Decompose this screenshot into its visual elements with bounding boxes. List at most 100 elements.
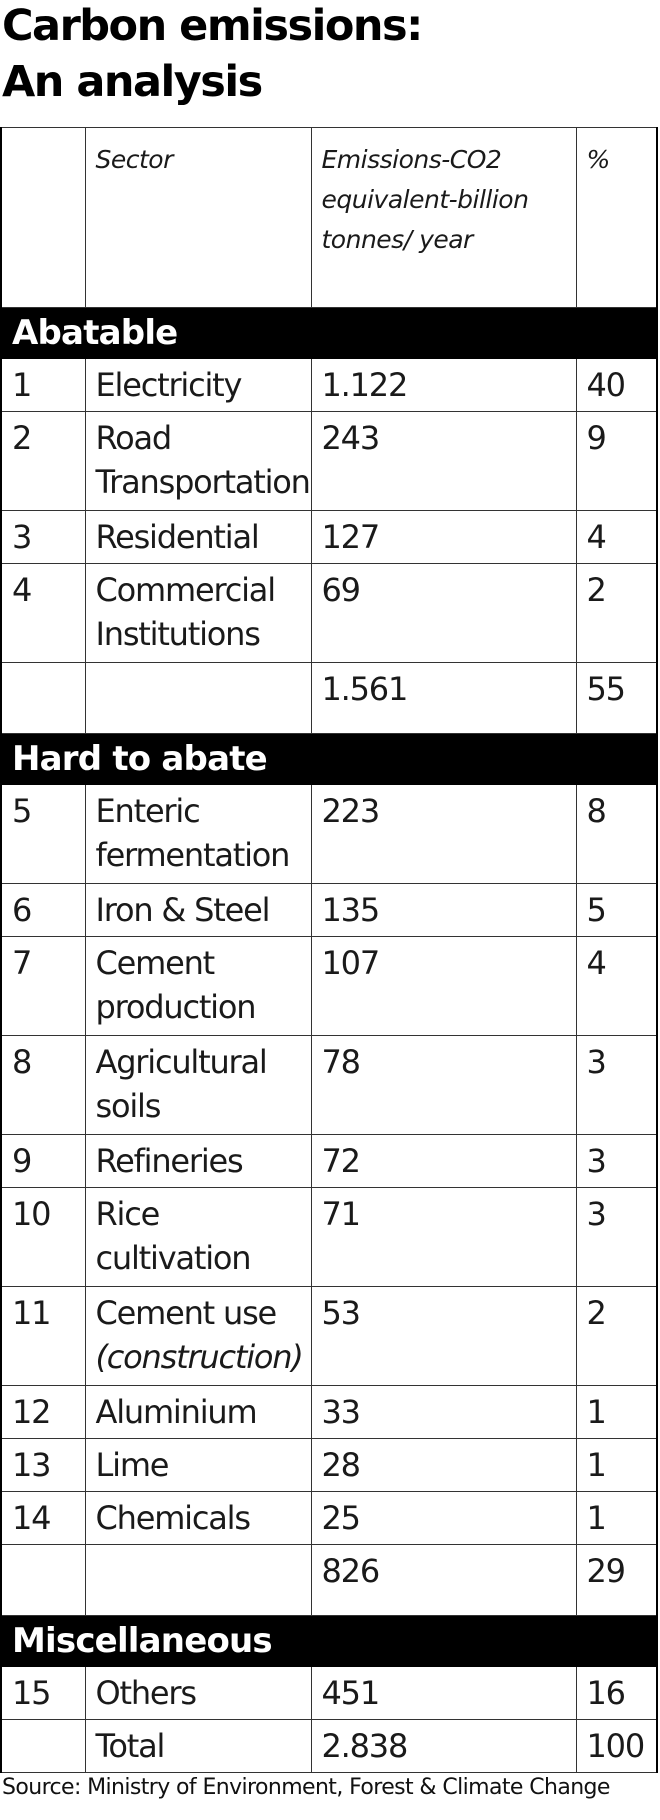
total-emissions: 2.838 — [310, 1719, 577, 1773]
row-pct: 2 — [575, 563, 658, 663]
row-sector: Road Transportation — [84, 411, 312, 511]
total-row: Total 2.838 100 — [0, 1719, 658, 1773]
table-row: 7 Cement production 107 4 — [0, 936, 658, 1036]
row-emissions: 33 — [310, 1385, 577, 1439]
row-pct: 5 — [575, 883, 658, 937]
table-row: 1 Electricity 1.122 40 — [0, 358, 658, 412]
row-emissions: 243 — [310, 411, 577, 511]
row-sector: Cement production — [84, 936, 312, 1036]
row-pct: 1 — [575, 1438, 658, 1492]
row-emissions: 223 — [310, 784, 577, 884]
row-num: 4 — [0, 563, 86, 663]
row-pct: 3 — [575, 1187, 658, 1287]
row-pct: 4 — [575, 936, 658, 1036]
title-line-2: An analysis — [2, 57, 263, 107]
page-title: Carbon emissions: An analysis — [2, 0, 423, 110]
row-pct: 40 — [575, 358, 658, 412]
source-note: Source: Ministry of Environment, Forest … — [2, 1775, 610, 1800]
row-num: 15 — [0, 1666, 86, 1720]
header-num — [0, 127, 86, 308]
row-num: 5 — [0, 784, 86, 884]
row-emissions: 78 — [310, 1035, 577, 1135]
total-pct: 100 — [575, 1719, 658, 1773]
table-row: 6 Iron & Steel 135 5 — [0, 883, 658, 937]
row-emissions: 53 — [310, 1286, 577, 1386]
row-num: 9 — [0, 1134, 86, 1188]
row-emissions: 71 — [310, 1187, 577, 1287]
row-emissions: 451 — [310, 1666, 577, 1720]
row-num: 6 — [0, 883, 86, 937]
row-pct: 1 — [575, 1385, 658, 1439]
table-row: 15 Others 451 16 — [0, 1666, 658, 1720]
row-pct: 3 — [575, 1134, 658, 1188]
row-sector: Others — [84, 1666, 312, 1720]
row-emissions: 1.122 — [310, 358, 577, 412]
row-emissions: 69 — [310, 563, 577, 663]
subtotal-emissions: 1.561 — [310, 662, 577, 734]
section-header-hard-to-abate: Hard to abate — [0, 733, 658, 785]
table-row: 12 Aluminium 33 1 — [0, 1385, 658, 1439]
row-sector: Iron & Steel — [84, 883, 312, 937]
row-emissions: 72 — [310, 1134, 577, 1188]
subtotal-row: 1.561 55 — [0, 662, 658, 734]
row-sector: Lime — [84, 1438, 312, 1492]
header-pct: % — [575, 127, 658, 308]
row-emissions: 107 — [310, 936, 577, 1036]
row-sector: Electricity — [84, 358, 312, 412]
title-line-1: Carbon emissions: — [2, 1, 423, 51]
row-pct: 9 — [575, 411, 658, 511]
row-pct: 8 — [575, 784, 658, 884]
row-pct: 4 — [575, 510, 658, 564]
row-pct: 1 — [575, 1491, 658, 1545]
section-label: Abatable — [0, 307, 658, 359]
table-row: 5 Enteric fermentation 223 8 — [0, 784, 658, 884]
row-num: 7 — [0, 936, 86, 1036]
row-sector: Refineries — [84, 1134, 312, 1188]
section-label: Miscellaneous — [0, 1615, 658, 1667]
row-num: 14 — [0, 1491, 86, 1545]
row-num: 8 — [0, 1035, 86, 1135]
row-num: 1 — [0, 358, 86, 412]
section-header-abatable: Abatable — [0, 307, 658, 359]
row-num: 13 — [0, 1438, 86, 1492]
row-pct: 2 — [575, 1286, 658, 1386]
row-sector: Residential — [84, 510, 312, 564]
section-label: Hard to abate — [0, 733, 658, 785]
row-sector: Rice cultivation — [84, 1187, 312, 1287]
row-num: 10 — [0, 1187, 86, 1287]
subtotal-emissions: 826 — [310, 1544, 577, 1616]
row-emissions: 127 — [310, 510, 577, 564]
subtotal-row: 826 29 — [0, 1544, 658, 1616]
subtotal-pct: 55 — [575, 662, 658, 734]
row-emissions: 25 — [310, 1491, 577, 1545]
table-row: 8 Agricultural soils 78 3 — [0, 1035, 658, 1135]
table-row: 9 Refineries 72 3 — [0, 1134, 658, 1188]
row-emissions: 28 — [310, 1438, 577, 1492]
sector-name: Cement use — [95, 1294, 278, 1332]
row-sector: Aluminium — [84, 1385, 312, 1439]
row-sector: Enteric fermentation — [84, 784, 312, 884]
table-row: 2 Road Transportation 243 9 — [0, 411, 658, 511]
row-num: 12 — [0, 1385, 86, 1439]
emissions-table: Sector Emissions-CO2 equivalent-billion … — [0, 127, 658, 1773]
row-num: 2 — [0, 411, 86, 511]
row-sector: Cement use (construction) — [84, 1286, 312, 1386]
table-row: 13 Lime 28 1 — [0, 1438, 658, 1492]
total-label: Total — [84, 1719, 312, 1773]
row-pct: 3 — [575, 1035, 658, 1135]
subtotal-pct: 29 — [575, 1544, 658, 1616]
section-header-miscellaneous: Miscellaneous — [0, 1615, 658, 1667]
row-emissions: 135 — [310, 883, 577, 937]
row-sector: Agricultural soils — [84, 1035, 312, 1135]
table-row: 14 Chemicals 25 1 — [0, 1491, 658, 1545]
row-num: 11 — [0, 1286, 86, 1386]
header-emissions: Emissions-CO2 equivalent-billion tonnes/… — [310, 127, 577, 308]
header-sector: Sector — [84, 127, 312, 308]
row-sector: Chemicals — [84, 1491, 312, 1545]
row-pct: 16 — [575, 1666, 658, 1720]
table-row: 3 Residential 127 4 — [0, 510, 658, 564]
row-num: 3 — [0, 510, 86, 564]
table-row: 10 Rice cultivation 71 3 — [0, 1187, 658, 1287]
table-row: 4 Commercial Institutions 69 2 — [0, 563, 658, 663]
table-row: 11 Cement use (construction) 53 2 — [0, 1286, 658, 1386]
